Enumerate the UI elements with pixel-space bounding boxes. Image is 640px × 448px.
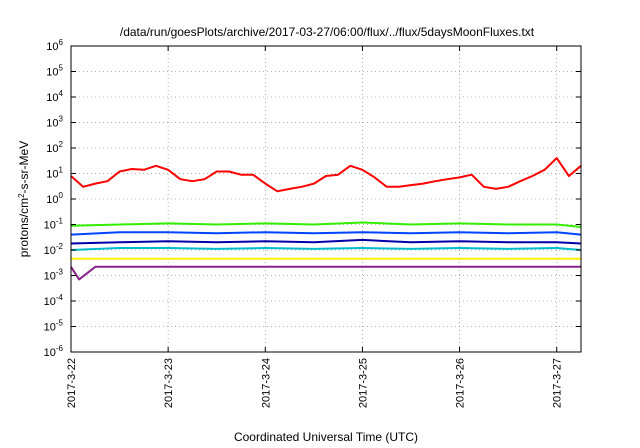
x-axis-label: Coordinated Universal Time (UTC) bbox=[234, 430, 418, 444]
x-tick-label: 2017-3-23 bbox=[163, 358, 175, 408]
y-tick-label: 105 bbox=[46, 64, 63, 79]
series-line-3 bbox=[70, 231, 582, 236]
x-tick-label: 2017-3-24 bbox=[260, 358, 272, 408]
y-tick-label: 10-4 bbox=[44, 293, 64, 308]
x-tick-label: 2017-3-25 bbox=[357, 358, 369, 408]
y-axis-ticks: 10-6 10-5 10-4 10-3 10-2 10-1 100 101 102 103 104 1… bbox=[44, 38, 581, 359]
grid-lines bbox=[71, 46, 581, 352]
y-tick-label: 100 bbox=[46, 191, 63, 206]
y-tick-label: 103 bbox=[46, 115, 63, 130]
x-axis-ticks: 2017-3-22 2017-3-23 2017-3-24 2017-3-25 2017… bbox=[66, 46, 564, 408]
y-axis-label: protons/cm2-s-sr-MeV bbox=[17, 141, 32, 257]
chart-title: /data/run/goesPlots/archive/2017-03-27/0… bbox=[120, 25, 535, 39]
y-tick-label: 10-1 bbox=[44, 217, 64, 232]
y-tick-label: 106 bbox=[46, 38, 63, 53]
y-tick-label: 10-5 bbox=[44, 319, 64, 334]
x-tick-label: 2017-3-27 bbox=[552, 358, 564, 408]
y-tick-label: 10-3 bbox=[44, 268, 64, 283]
series-line-7 bbox=[70, 265, 581, 281]
series-line-4 bbox=[70, 238, 582, 245]
series-line-5 bbox=[70, 247, 582, 251]
x-tick-label: 2017-3-22 bbox=[66, 358, 78, 408]
plot-series bbox=[70, 157, 582, 281]
y-tick-label: 104 bbox=[46, 89, 63, 104]
x-tick-label: 2017-3-26 bbox=[455, 358, 467, 408]
y-tick-label: 10-6 bbox=[44, 344, 64, 359]
series-line-2 bbox=[70, 221, 582, 228]
series-line-1 bbox=[70, 157, 582, 193]
y-tick-label: 102 bbox=[46, 140, 63, 155]
y-tick-label: 10-2 bbox=[44, 242, 64, 257]
y-tick-label: 101 bbox=[46, 166, 63, 181]
